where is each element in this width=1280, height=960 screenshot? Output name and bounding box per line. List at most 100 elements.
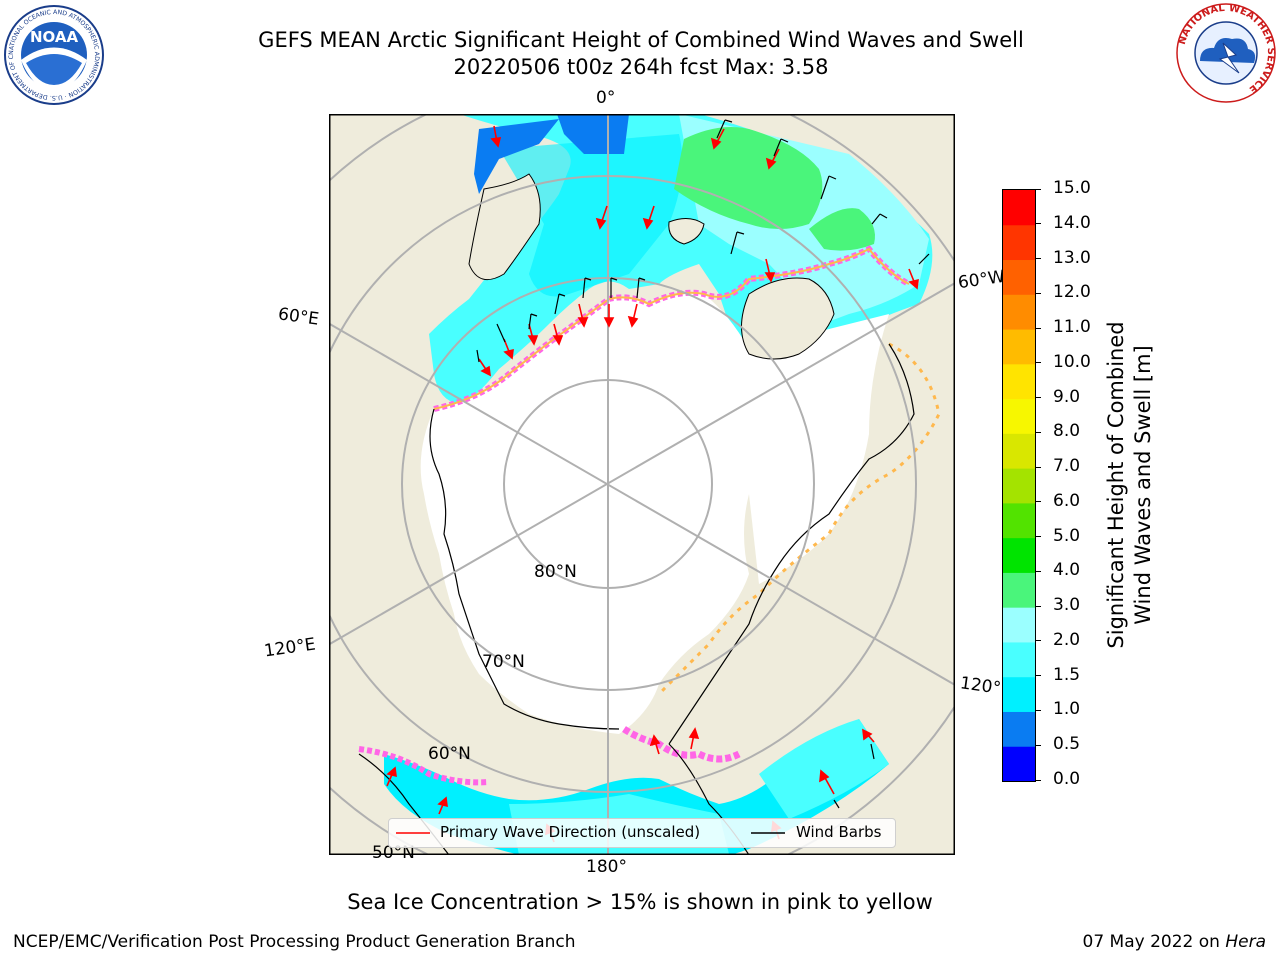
- colorbar-swatch: [1003, 224, 1035, 261]
- wave-arrow: [862, 728, 875, 743]
- colorbar-tick-label: 2.0: [1053, 629, 1081, 650]
- meridian-label-0: 0°: [596, 88, 616, 108]
- nws-logo: NATIONAL WEATHER SERVICE: [1176, 3, 1276, 103]
- wind-barb: [820, 175, 837, 200]
- colorbar-swatch: [1003, 502, 1035, 539]
- colorbar-tick-label: 9.0: [1053, 386, 1081, 407]
- parallel-label-50n: 50°N: [372, 843, 415, 863]
- meridian-label-120e: 120°E: [262, 634, 317, 662]
- colorbar-swatch: [1003, 641, 1035, 678]
- legend-wave-direction: Primary Wave Direction (unscaled): [440, 823, 701, 841]
- wave-arrow: [552, 323, 564, 346]
- colorbar-tick-label: 1.5: [1053, 664, 1081, 685]
- parallel-label-60n: 60°N: [428, 744, 471, 764]
- wave-arrow: [765, 148, 780, 170]
- colorbar-swatch: [1003, 294, 1035, 330]
- colorbar-swatch: [1003, 468, 1035, 504]
- wind-barb: [871, 213, 888, 225]
- colorbar-swatch: [1003, 607, 1035, 643]
- high-wave-region-north: [674, 126, 823, 229]
- colorbar-tick-mark: [1035, 640, 1041, 642]
- greenland: [741, 277, 835, 360]
- wave-arrow: [603, 304, 615, 328]
- baltic-low-waves: [474, 119, 559, 194]
- colorbar-tick-label: 0.5: [1053, 734, 1081, 755]
- gulf-of-alaska-wave-region: [759, 719, 889, 819]
- wind-barb: [730, 231, 745, 255]
- colorbar-tick-label: 10.0: [1053, 351, 1091, 372]
- colorbar-tick-mark: [1035, 362, 1041, 364]
- parallel-label-70n: 70°N: [482, 652, 525, 672]
- colorbar-tick-mark: [1035, 744, 1041, 746]
- wave-arrow: [490, 125, 502, 148]
- colorbar-tick-mark: [1035, 779, 1041, 781]
- wave-arrow: [908, 268, 919, 290]
- meridian-60e-120w: [329, 322, 955, 687]
- wave-arrow: [595, 205, 608, 230]
- colorbar-tick-mark: [1035, 536, 1041, 538]
- colorbar-tick-mark: [1035, 188, 1041, 190]
- colorbar-tick-mark: [1035, 605, 1041, 607]
- colorbar-swatch: [1003, 746, 1035, 782]
- wind-barbs: [476, 119, 930, 809]
- wind-barb: [582, 277, 592, 299]
- colorbar-swatch: [1003, 537, 1035, 573]
- wave-arrow: [503, 338, 514, 360]
- colorbar-tick-label: 5.0: [1053, 525, 1081, 546]
- footer-machine: Hera: [1225, 932, 1266, 952]
- colorbar-swatch: [1003, 329, 1035, 365]
- colorbar-tick-mark: [1035, 675, 1041, 677]
- wind-barb: [610, 277, 618, 298]
- wave-arrow: [627, 303, 639, 328]
- parallel-label-80n: 80°N: [534, 562, 577, 582]
- high-wave-region-east: [809, 208, 875, 251]
- wave-arrow: [642, 205, 655, 230]
- meridian-label-180: 180°: [586, 857, 627, 877]
- map-frame: [329, 114, 955, 855]
- colorbar-swatches: [1003, 190, 1035, 782]
- colorbar-label-line2: Wind Waves and Swell [m]: [1131, 345, 1155, 625]
- footer-date: 07 May 2022 on: [1082, 932, 1226, 952]
- meridian-120e-60w: [329, 281, 955, 646]
- wind-barb: [716, 119, 733, 139]
- sea-ice-note: Sea Ice Concentration > 15% is shown in …: [347, 890, 933, 914]
- iceland: [668, 218, 705, 245]
- meridian-label-120w: 120°: [958, 673, 1003, 699]
- colorbar: [1002, 189, 1036, 782]
- colorbar-label-line1: Significant Height of Combined: [1104, 321, 1128, 649]
- colorbar-tick-mark: [1035, 292, 1041, 294]
- legend-wind-barbs: Wind Barbs: [796, 823, 882, 841]
- colorbar-tick-label: 8.0: [1053, 421, 1081, 442]
- norwegian-sea-wave-region: [499, 134, 683, 297]
- colorbar-swatch: [1003, 190, 1035, 226]
- wave-arrow: [478, 358, 491, 377]
- colorbar-tick-label: 1.0: [1053, 699, 1081, 720]
- wind-barb: [773, 138, 789, 157]
- map-canvas: [329, 114, 955, 855]
- wind-barb: [528, 313, 538, 330]
- colorbar-tick-label: 7.0: [1053, 456, 1081, 477]
- colorbar-swatch: [1003, 363, 1035, 400]
- colorbar-tick-label: 4.0: [1053, 560, 1081, 581]
- wave-arrow: [819, 769, 835, 795]
- colorbar-tick-label: 13.0: [1053, 247, 1091, 268]
- footer-right: 07 May 2022 on Hera: [1083, 932, 1267, 952]
- colorbar-tick-mark: [1035, 397, 1041, 399]
- wind-barb: [636, 277, 646, 299]
- colorbar-tick-mark: [1035, 258, 1041, 260]
- chart-subtitle: 20220506 t00z 264h fcst Max: 3.58: [453, 55, 829, 79]
- barents-low-waves: [557, 114, 629, 154]
- colorbar-tick-mark: [1035, 570, 1041, 572]
- colorbar-tick-label: 12.0: [1053, 282, 1091, 303]
- footer-left: NCEP/EMC/Verification Post Processing Pr…: [13, 932, 576, 952]
- wave-arrow: [764, 258, 776, 283]
- wind-barb: [833, 799, 840, 809]
- meridian-label-60e: 60°E: [276, 304, 321, 330]
- colorbar-tick-label: 14.0: [1053, 212, 1091, 233]
- wave-arrow: [437, 796, 448, 815]
- wave-arrow: [386, 766, 397, 787]
- wind-barb: [476, 349, 480, 363]
- colorbar-tick-mark: [1035, 501, 1041, 503]
- colorbar-tick-label: 6.0: [1053, 490, 1081, 511]
- wave-arrow: [577, 303, 589, 328]
